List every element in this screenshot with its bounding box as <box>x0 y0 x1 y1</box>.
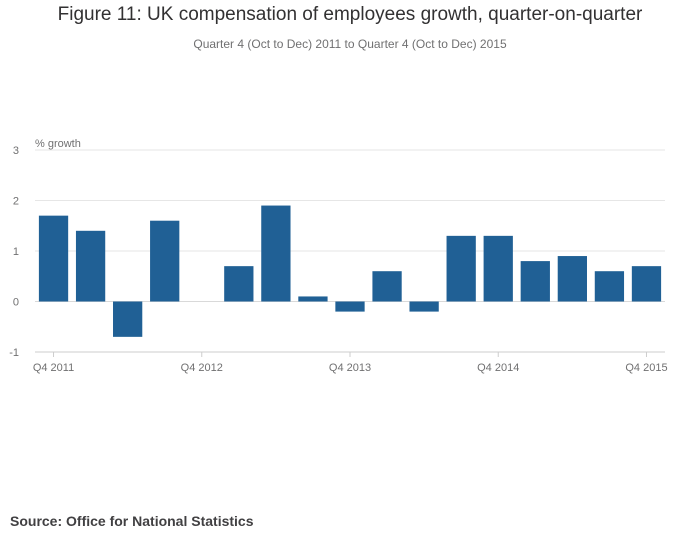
x-tick-label: Q4 2011 <box>33 362 74 374</box>
bar-q1-2014[interactable] <box>372 271 402 302</box>
bar-q2-2012[interactable] <box>113 301 143 337</box>
x-tick-label: Q4 2014 <box>477 362 519 374</box>
bar-q4-2011[interactable] <box>38 215 69 302</box>
bar-q2-2014[interactable] <box>409 301 439 312</box>
x-tick-label: Q4 2015 <box>625 362 667 374</box>
bar-q1-2015[interactable] <box>520 261 550 302</box>
chart-title: Figure 11: UK compensation of employees … <box>57 4 643 25</box>
y-tick-label: 2 <box>13 196 19 208</box>
bar-q3-2013[interactable] <box>298 296 328 302</box>
bar-q2-2013[interactable] <box>261 205 291 302</box>
bar-q4-2015[interactable] <box>631 266 662 302</box>
bar-q3-2012[interactable] <box>150 220 180 302</box>
bar-q4-2013[interactable] <box>335 301 365 312</box>
bars <box>38 205 662 337</box>
x-axis: Q4 2011 Q4 2012 Q4 2013 Q4 2014 Q4 2015 <box>33 351 668 374</box>
bar-q3-2015[interactable] <box>594 271 625 302</box>
bar-q4-2014[interactable] <box>483 235 513 302</box>
x-tick-label: Q4 2012 <box>181 362 223 374</box>
x-tick-label: Q4 2013 <box>329 362 371 374</box>
y-tick-labels: -1 0 1 2 3 <box>9 145 19 359</box>
bar-q3-2014[interactable] <box>446 235 476 302</box>
source-note: Source: Office for National Statistics <box>10 513 254 529</box>
chart-subtitle: Quarter 4 (Oct to Dec) 2011 to Quarter 4… <box>193 37 507 51</box>
y-tick-label: 1 <box>13 246 19 258</box>
y-tick-label: 0 <box>13 297 19 309</box>
y-tick-label: -1 <box>9 347 19 359</box>
bar-q2-2015[interactable] <box>557 256 587 302</box>
y-tick-label: 3 <box>13 145 19 157</box>
y-axis-label: % growth <box>35 138 81 150</box>
bar-q1-2012[interactable] <box>75 230 106 302</box>
bar-q1-2013[interactable] <box>224 266 254 302</box>
